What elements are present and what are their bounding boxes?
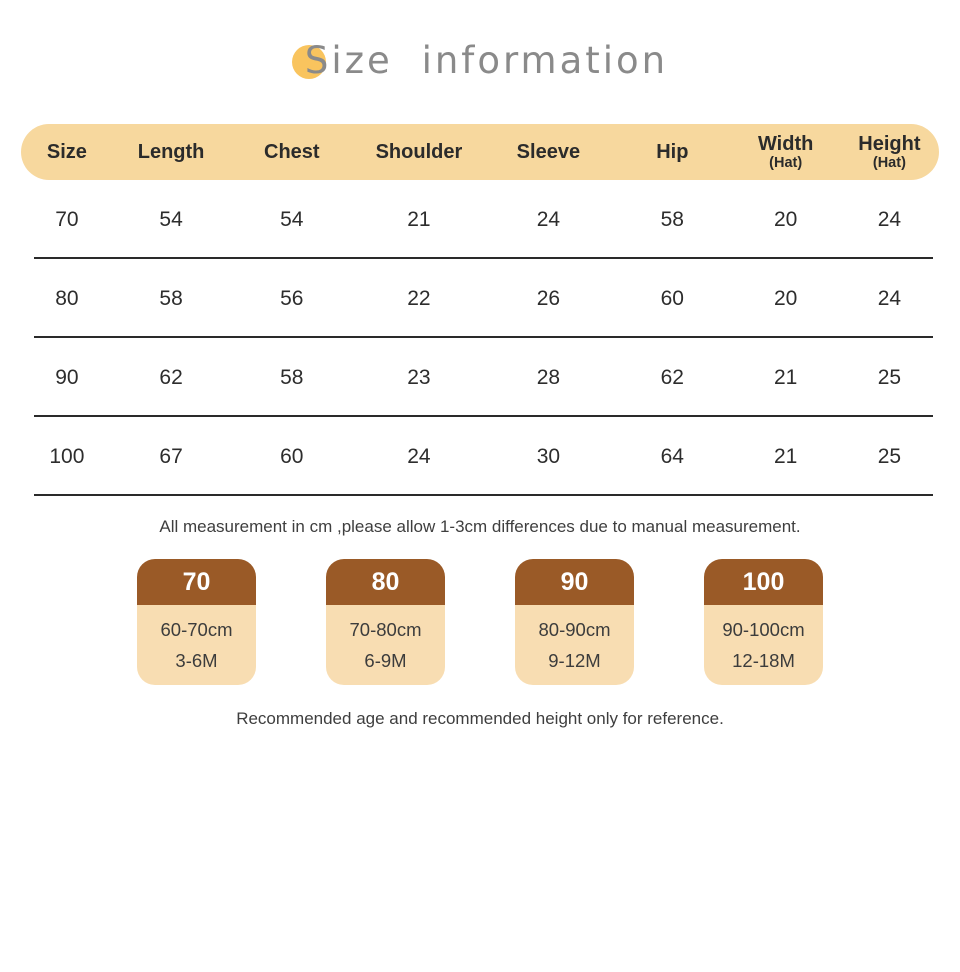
page-title-text: Size information bbox=[304, 38, 669, 82]
table-cell: 70 bbox=[55, 207, 79, 231]
column-header-label: Shoulder bbox=[375, 140, 463, 163]
table-row: 80 58 56 22 26 60 20 24 bbox=[21, 259, 939, 338]
table-cell: 21 bbox=[773, 365, 798, 389]
table-cell: 54 bbox=[159, 207, 183, 231]
size-card-size: 70 bbox=[137, 559, 256, 605]
column-header-sub: (Hat) bbox=[769, 154, 803, 171]
table-cell: 90 bbox=[55, 365, 79, 389]
accent-dot-icon bbox=[291, 45, 326, 79]
table-cell: 58 bbox=[159, 286, 183, 310]
table-row: 90 62 58 23 28 62 21 25 bbox=[21, 338, 939, 417]
column-header-label: Hip bbox=[656, 140, 689, 163]
table-cell: 23 bbox=[407, 365, 431, 389]
table-cell: 26 bbox=[536, 286, 561, 310]
size-card: 80 70-80cm 6-9M bbox=[326, 559, 445, 685]
table-cell: 20 bbox=[773, 207, 798, 231]
table-cell: 64 bbox=[660, 444, 684, 468]
table-cell: 80 bbox=[55, 286, 79, 310]
size-card: 70 60-70cm 3-6M bbox=[137, 559, 256, 685]
size-card-body: 70-80cm 6-9M bbox=[326, 605, 445, 685]
reference-note: Recommended age and recommended height o… bbox=[236, 709, 724, 728]
column-header-width-hat: Width (Hat) bbox=[732, 124, 840, 180]
table-cell: 58 bbox=[660, 207, 684, 231]
table-cell: 28 bbox=[536, 365, 561, 389]
size-card-body: 80-90cm 9-12M bbox=[515, 605, 634, 685]
table-cell: 100 bbox=[49, 444, 85, 468]
column-header-label: Chest bbox=[264, 140, 320, 163]
size-card-height-range: 80-90cm bbox=[538, 618, 611, 640]
column-header-sub: (Hat) bbox=[872, 154, 906, 171]
size-card: 100 90-100cm 12-18M bbox=[704, 559, 823, 685]
column-header-hip: Hip bbox=[613, 124, 731, 180]
size-card-age-range: 3-6M bbox=[175, 649, 218, 671]
size-table-header-row: Size Length Chest Shoulder Sleeve Hip Wi… bbox=[21, 124, 939, 180]
table-cell: 24 bbox=[877, 207, 902, 231]
size-card-age-range: 12-18M bbox=[732, 649, 795, 671]
size-card-age-range: 6-9M bbox=[364, 649, 407, 671]
table-cell: 56 bbox=[280, 286, 304, 310]
column-header-label: Height bbox=[858, 132, 921, 155]
table-cell: 25 bbox=[877, 444, 902, 468]
table-cell: 30 bbox=[536, 444, 561, 468]
table-cell: 58 bbox=[280, 365, 304, 389]
table-row: 100 67 60 24 30 64 21 25 bbox=[21, 417, 939, 496]
size-guide-cards: 70 60-70cm 3-6M 80 70-80cm 6-9M 90 80-90… bbox=[0, 559, 960, 685]
table-cell: 67 bbox=[159, 444, 183, 468]
table-cell: 21 bbox=[407, 207, 431, 231]
table-cell: 25 bbox=[877, 365, 902, 389]
table-cell: 24 bbox=[536, 207, 561, 231]
column-header-label: Size bbox=[46, 140, 87, 163]
column-header-sleeve: Sleeve bbox=[484, 124, 613, 180]
size-card: 90 80-90cm 9-12M bbox=[515, 559, 634, 685]
table-cell: 60 bbox=[280, 444, 304, 468]
size-card-height-range: 70-80cm bbox=[349, 618, 422, 640]
column-header-size: Size bbox=[21, 124, 113, 180]
table-cell: 24 bbox=[407, 444, 431, 468]
column-header-label: Length bbox=[137, 140, 205, 163]
column-header-label: Sleeve bbox=[516, 140, 581, 163]
table-cell: 20 bbox=[773, 286, 798, 310]
table-cell: 21 bbox=[773, 444, 798, 468]
size-card-size: 80 bbox=[326, 559, 445, 605]
table-cell: 62 bbox=[660, 365, 684, 389]
table-cell: 24 bbox=[877, 286, 902, 310]
column-header-label: Width bbox=[757, 132, 814, 155]
size-card-height-range: 60-70cm bbox=[160, 618, 233, 640]
size-card-size: 100 bbox=[704, 559, 823, 605]
column-header-shoulder: Shoulder bbox=[354, 124, 483, 180]
size-card-size: 90 bbox=[515, 559, 634, 605]
page-title: Size information bbox=[0, 0, 960, 84]
column-header-length: Length bbox=[113, 124, 230, 180]
size-card-body: 90-100cm 12-18M bbox=[704, 605, 823, 685]
table-row: 70 54 54 21 24 58 20 24 bbox=[21, 180, 939, 259]
size-card-body: 60-70cm 3-6M bbox=[137, 605, 256, 685]
size-table-body: 70 54 54 21 24 58 20 24 80 58 56 22 26 6… bbox=[21, 180, 939, 496]
table-cell: 54 bbox=[280, 207, 304, 231]
measurement-note: All measurement in cm ,please allow 1-3c… bbox=[159, 517, 801, 536]
table-cell: 60 bbox=[660, 286, 684, 310]
size-card-age-range: 9-12M bbox=[548, 649, 601, 671]
size-table: Size Length Chest Shoulder Sleeve Hip Wi… bbox=[21, 124, 939, 496]
size-card-height-range: 90-100cm bbox=[722, 618, 805, 640]
column-header-chest: Chest bbox=[229, 124, 354, 180]
table-cell: 62 bbox=[159, 365, 183, 389]
table-cell: 22 bbox=[407, 286, 431, 310]
column-header-height-hat: Height (Hat) bbox=[840, 124, 939, 180]
